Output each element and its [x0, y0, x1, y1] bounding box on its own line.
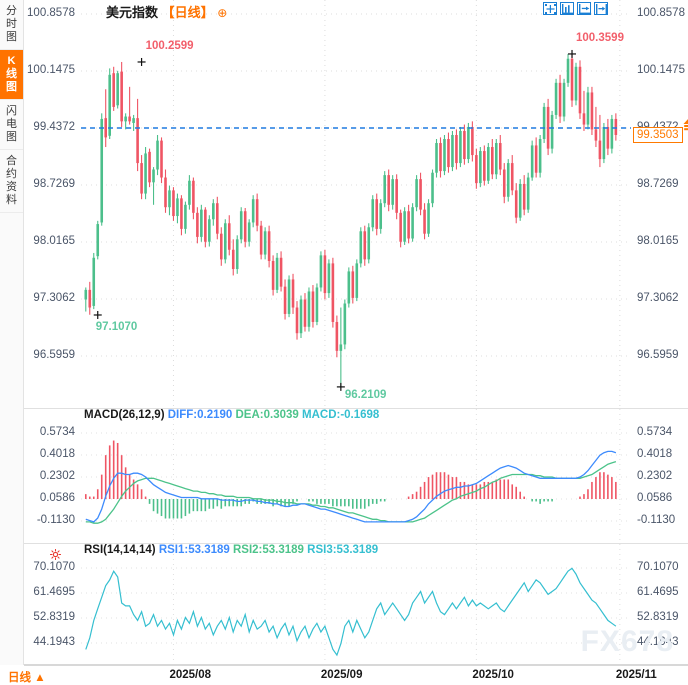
sidebar-item-label: 线: [6, 68, 17, 80]
sidebar-item-label: 约: [6, 168, 17, 180]
macd-dea-value: DEA:0.3039: [235, 409, 299, 421]
globe-icon: ⊕: [217, 6, 228, 20]
period-low-label: 96.2109: [344, 388, 387, 401]
axis-tick-label: 98.0165: [33, 235, 75, 247]
rsi1-value: RSI1:53.3189: [158, 544, 230, 556]
macd-name: MACD(26,12,9): [84, 409, 165, 421]
time-tick-label: 2025/09: [320, 669, 363, 681]
macd-svg: [81, 409, 631, 543]
rsi-legend: RSI(14,14,14) RSI1:53.3189 RSI2:53.3189 …: [84, 544, 378, 556]
chart-shift-icon[interactable]: [577, 2, 591, 15]
macd-axis-right: 0.5734 0.4018 0.2302 0.0586 -0.1130: [633, 409, 688, 543]
axis-tick-label: 44.1943: [637, 636, 679, 648]
axis-tick-label: 98.7269: [637, 178, 679, 190]
macd-diff-value: DIFF:0.2190: [167, 409, 233, 421]
axis-tick-label: 0.5734: [39, 426, 75, 438]
sidebar-item-fenshi[interactable]: 分时图: [0, 0, 23, 50]
axis-tick-label: 100.1475: [637, 64, 685, 76]
axis-tick-label: 0.2302: [39, 470, 75, 482]
axis-tick-label: 0.4018: [637, 448, 673, 460]
sidebar-item-label: 图: [6, 31, 17, 43]
symbol-name: 美元指数: [106, 5, 159, 20]
macd-panel: 0.5734 0.4018 0.2302 0.0586 -0.1130 0.5734 0.…: [24, 409, 688, 544]
period-toggle-button[interactable]: 日线 ▲: [8, 672, 46, 684]
axis-tick-label: 0.4018: [39, 448, 75, 460]
sidebar-item-label: K: [7, 55, 16, 67]
axis-tick-label: 100.8578: [637, 7, 685, 19]
axis-tick-label: 97.3062: [33, 292, 75, 304]
rsi-axis-left: 70.1070 61.4695 52.8319 44.1943: [24, 544, 79, 664]
axis-tick-label: 0.0586: [637, 492, 673, 504]
last-price-arrow-icon: [683, 118, 688, 136]
sidebar-item-label: 资: [6, 181, 17, 193]
axis-tick-label: 96.5959: [33, 349, 75, 361]
sidebar-item-shandian[interactable]: 闪电图: [0, 100, 23, 150]
chart-latest-icon[interactable]: [594, 2, 608, 15]
macd-legend: MACD(26,12,9) DIFF:0.2190 DEA:0.3039 MAC…: [84, 409, 379, 421]
time-tick-label: 2025/10: [472, 669, 514, 681]
candlestick-svg: [81, 0, 631, 407]
sidebar-item-label: 图: [6, 81, 17, 93]
axis-tick-label: 100.8578: [27, 7, 75, 19]
axis-tick-label: 100.1475: [27, 64, 75, 76]
time-tick-label: 2025/11: [615, 669, 657, 681]
axis-tick-label: 99.4372: [33, 121, 75, 133]
axis-tick-label: 0.5734: [637, 426, 673, 438]
chart-main: 美元指数 【日线】 ⊕: [8, 0, 688, 685]
sidebar-item-label: 合: [6, 155, 17, 167]
sidebar-item-label: 闪: [6, 105, 17, 117]
last-price-tag[interactable]: 99.3503: [633, 126, 683, 143]
sidebar-item-label: 分: [6, 5, 17, 17]
sidebar-item-label: 料: [6, 194, 17, 206]
swing-low-label: 97.1070: [95, 320, 138, 333]
time-tick-label: 2025/08: [169, 669, 212, 681]
axis-tick-label: 0.2302: [637, 470, 673, 482]
chart-scale-icon[interactable]: [560, 2, 574, 15]
rsi-plot-area[interactable]: [81, 544, 631, 664]
chart-toolbar: [543, 2, 608, 15]
rsi-axis-right: 70.1070 61.4695 52.8319 44.1943: [633, 544, 688, 664]
axis-tick-label: 98.0165: [637, 235, 679, 247]
price-plot-area[interactable]: [81, 0, 631, 408]
period-high-label: 100.3599: [576, 31, 624, 44]
sidebar-item-label: 时: [6, 18, 17, 30]
rsi-name: RSI(14,14,14): [84, 544, 156, 556]
axis-tick-label: 44.1943: [33, 636, 75, 648]
axis-tick-label: -0.1130: [637, 514, 676, 526]
axis-tick-label: 52.8319: [33, 611, 75, 623]
axis-tick-label: 96.5959: [637, 349, 679, 361]
sidebar-item-heyue[interactable]: 合约资料: [0, 150, 23, 213]
rsi-panel: 70.1070 61.4695 52.8319 44.1943 70.1070 61.4…: [24, 544, 688, 665]
axis-tick-label: 70.1070: [637, 561, 679, 573]
axis-tick-label: 61.4695: [637, 586, 679, 598]
swing-high-label: 100.2599: [145, 39, 194, 52]
indicator-settings-icon[interactable]: [49, 547, 62, 565]
rsi3-value: RSI3:53.3189: [307, 544, 379, 556]
price-axis-right: 100.8578100.147599.437298.726998.016597.…: [633, 0, 688, 408]
price-axis-left: 100.8578 100.1475 99.4372 98.7269 98.0165 97.…: [24, 0, 79, 408]
axis-tick-label: -0.1130: [36, 514, 75, 526]
time-axis: 日线 ▲ 2025/08 2025/09 2025/10 2025/11: [8, 665, 688, 685]
sidebar-item-label: 图: [6, 131, 17, 143]
macd-macd-value: MACD:-0.1698: [302, 409, 380, 421]
rsi-svg: [81, 544, 631, 664]
axis-tick-label: 61.4695: [33, 586, 75, 598]
sidebar-item-label: 电: [6, 118, 17, 130]
axis-tick-label: 52.8319: [637, 611, 679, 623]
axis-tick-label: 98.7269: [33, 178, 75, 190]
chart-title: 美元指数 【日线】 ⊕: [106, 2, 227, 21]
axis-tick-label: 70.1070: [33, 561, 75, 573]
crosshair-move-icon[interactable]: [543, 2, 557, 15]
macd-plot-area[interactable]: [81, 409, 631, 543]
axis-tick-label: 0.0586: [39, 492, 75, 504]
period-label: 【日线】: [161, 5, 214, 20]
macd-axis-left: 0.5734 0.4018 0.2302 0.0586 -0.1130: [24, 409, 79, 543]
rsi2-value: RSI2:53.3189: [232, 544, 304, 556]
price-panel: 100.8578 100.1475 99.4372 98.7269 98.0165 97.…: [24, 0, 688, 409]
axis-tick-label: 97.3062: [637, 292, 679, 304]
